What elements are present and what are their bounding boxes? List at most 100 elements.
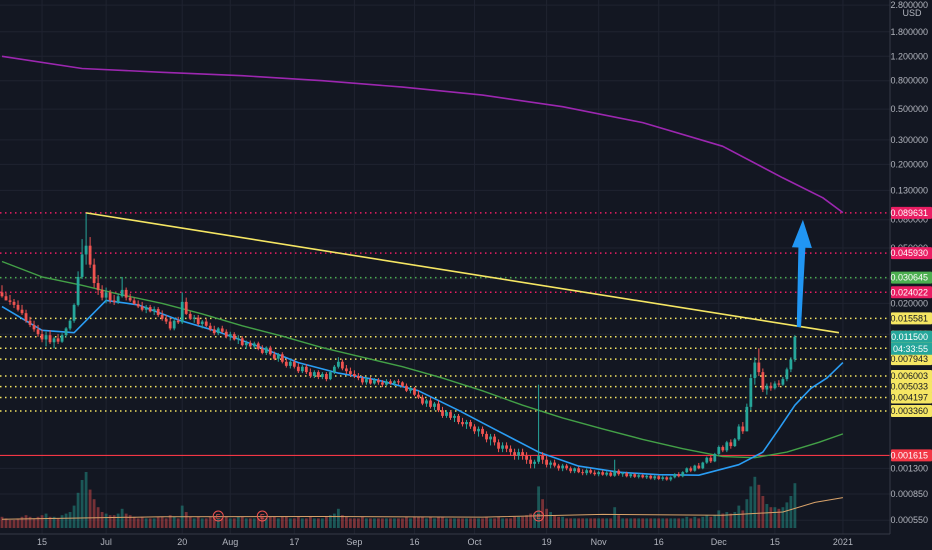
- candle-body: [665, 477, 669, 480]
- volume-bar: [172, 516, 176, 528]
- volume-bar: [657, 518, 661, 528]
- candle-body: [749, 378, 753, 407]
- volume-bar: [705, 515, 709, 528]
- volume-bar: [336, 508, 340, 528]
- volume-bar: [521, 516, 524, 528]
- candle-body: [132, 300, 136, 304]
- volume-bar: [537, 486, 541, 528]
- volume-bar: [304, 518, 308, 528]
- candle-body: [328, 372, 332, 380]
- candle-body: [537, 455, 541, 462]
- volume-bar: [320, 518, 324, 528]
- volume-bar: [252, 518, 256, 528]
- time-axis[interactable]: 15 Jul 20 Aug 17 Sep 16 Oct 19 Nov 16 Dec 15 2021: [37, 537, 853, 547]
- volume-bar: [144, 518, 148, 528]
- candle-body: [32, 324, 36, 330]
- price-tick-label: 0.200000: [890, 159, 928, 169]
- candle-body: [192, 317, 196, 319]
- volume-bar: [517, 516, 520, 528]
- volume-bar: [24, 515, 28, 528]
- volume-bar: [581, 518, 585, 528]
- volume-bar: [0, 516, 4, 528]
- candle-body: [24, 313, 28, 321]
- volume-bar: [140, 516, 144, 528]
- volume-bar: [749, 486, 753, 528]
- time-axis-background: [0, 534, 932, 550]
- candle-body: [785, 369, 789, 380]
- volume-bar: [204, 518, 208, 528]
- earnings-marker-label: E: [536, 514, 541, 521]
- volume-bar: [721, 513, 725, 528]
- candle-body: [212, 329, 216, 334]
- price-level-tag: 0.024022: [890, 287, 928, 297]
- volume-bar: [4, 518, 8, 528]
- candle-body: [677, 474, 681, 477]
- volume-bar: [725, 512, 729, 528]
- volume-bar: [56, 518, 60, 528]
- candle-body: [645, 475, 649, 478]
- volume-bar: [561, 516, 565, 528]
- candle-body: [557, 465, 561, 469]
- trendline-group: [85, 212, 840, 334]
- volume-bar: [280, 516, 284, 528]
- candle-body: [605, 472, 609, 475]
- candle-body: [340, 361, 344, 369]
- volume-bar: [300, 518, 304, 528]
- volume-bar: [637, 518, 641, 528]
- candle-body: [36, 329, 40, 335]
- candle-body: [541, 455, 545, 460]
- volume-bar: [389, 518, 392, 528]
- candle-body: [188, 313, 192, 319]
- price-level-tag-background: [891, 247, 932, 260]
- candle-body: [268, 347, 272, 355]
- volume-bar: [284, 516, 288, 528]
- candle-body: [501, 445, 504, 449]
- candle-body: [697, 465, 701, 469]
- volume-bar: [68, 512, 72, 528]
- price-level-tag: 0.089631: [890, 208, 928, 218]
- price-level-tag-background: [891, 391, 932, 404]
- candle-body: [725, 442, 729, 451]
- candle-body: [721, 447, 725, 451]
- price-tick-label: 0.130000: [890, 185, 928, 195]
- volume-bar: [340, 515, 344, 528]
- candle-body: [136, 303, 140, 307]
- candle-body: [244, 342, 248, 346]
- candle-body: [184, 301, 188, 314]
- volume-moving-average: [1, 497, 843, 520]
- candle-body: [176, 320, 180, 323]
- volume-bar: [176, 518, 180, 528]
- candle-body: [633, 474, 637, 477]
- volume-bar: [501, 518, 504, 528]
- volume-bar: [373, 518, 376, 528]
- volume-bar: [469, 518, 472, 528]
- price-level-tag-background: [891, 370, 932, 383]
- candle-body: [196, 317, 200, 325]
- candle-body: [320, 374, 324, 378]
- candle-body: [421, 397, 424, 404]
- volume-bar: [12, 520, 16, 528]
- ma-slow-line: [1, 55, 844, 214]
- candle-body: [689, 468, 693, 471]
- candle-body: [64, 328, 68, 336]
- volume-bar: [52, 516, 56, 528]
- time-tick-label: 20: [177, 537, 187, 547]
- price-level-tag: 0.006003: [890, 371, 928, 381]
- volume-bar: [545, 508, 549, 528]
- candle-body: [296, 366, 300, 372]
- volume-bar: [260, 516, 264, 528]
- forecast-arrow: [791, 219, 812, 328]
- candle-body: [356, 376, 360, 379]
- volume-bar: [32, 518, 36, 528]
- volume-bar: [88, 489, 92, 528]
- candle-body: [629, 474, 633, 477]
- time-tick-label: 2021: [833, 537, 853, 547]
- volume-bar: [200, 518, 204, 528]
- volume-bar: [36, 516, 40, 528]
- candle-body: [641, 475, 645, 478]
- candle-body: [152, 309, 156, 312]
- candle-body: [385, 381, 388, 385]
- volume-bar: [405, 516, 408, 528]
